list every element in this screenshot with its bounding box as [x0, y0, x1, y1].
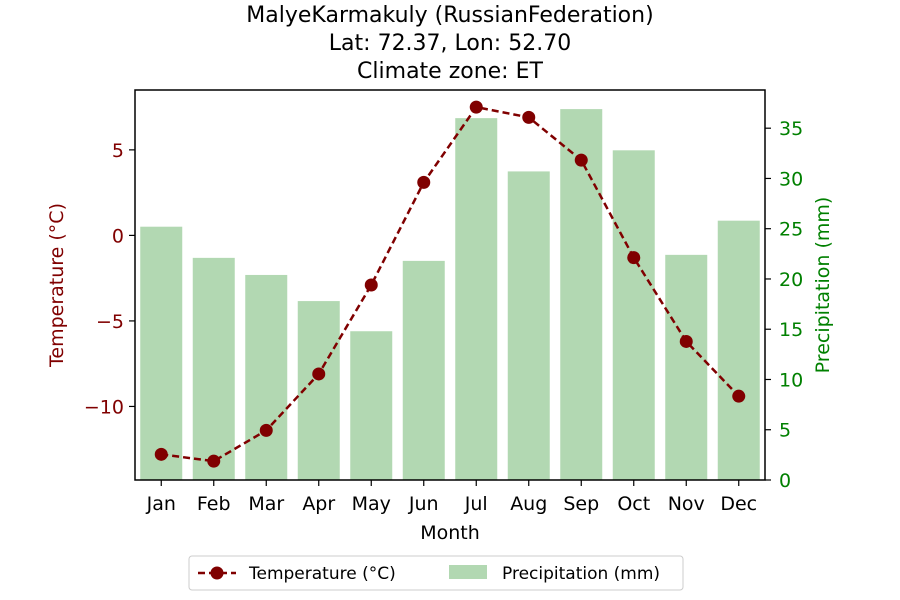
- left-tick-label: −5: [96, 311, 124, 333]
- temperature-point-apr: [312, 367, 326, 381]
- legend-temperature-marker: [210, 566, 224, 580]
- x-tick-label: Jan: [146, 493, 176, 515]
- left-axis-label: Temperature (°C): [46, 203, 68, 368]
- left-tick-label: 5: [112, 140, 124, 162]
- right-tick-label: 0: [779, 470, 791, 492]
- legend: Temperature (°C) Precipitation (mm): [188, 555, 684, 591]
- temperature-point-may: [364, 278, 378, 292]
- right-tick-label: 15: [779, 319, 803, 341]
- x-tick-label: Oct: [617, 493, 650, 515]
- chart-title-line-1: MalyeKarmakuly (RussianFederation): [246, 3, 653, 28]
- legend-box: [188, 555, 684, 591]
- plot-frame: [134, 89, 766, 481]
- left-axis-ticks: −10 −5 0 5: [84, 140, 135, 418]
- precipitation-bar-nov: [665, 254, 708, 480]
- x-tick-label: Jun: [408, 493, 439, 515]
- temperature-point-oct: [627, 251, 641, 265]
- right-axis-label: Precipitation (mm): [812, 197, 834, 374]
- left-tick-label: 0: [112, 225, 124, 247]
- x-tick-label: Jul: [464, 493, 488, 515]
- x-tick-label: Nov: [668, 493, 705, 515]
- x-axis-label: Month: [420, 522, 480, 544]
- right-tick-label: 30: [779, 168, 803, 190]
- left-tick-label: −10: [84, 396, 124, 418]
- legend-precipitation-label: Precipitation (mm): [502, 564, 660, 584]
- right-tick-label: 35: [779, 118, 803, 140]
- precipitation-bar-mar: [245, 274, 288, 480]
- x-axis-ticks: Jan Feb Mar Apr May Jun Jul Aug Sep Oct Nov Dec: [146, 480, 757, 515]
- temperature-point-jul: [469, 100, 483, 114]
- precipitation-bar-jan: [140, 226, 183, 480]
- legend-precipitation-swatch: [449, 565, 487, 579]
- x-tick-label: Feb: [197, 493, 231, 515]
- temperature-point-sep: [574, 153, 588, 167]
- precipitation-bar-sep: [560, 109, 603, 480]
- precipitation-bar-jul: [455, 118, 498, 480]
- temperature-point-jun: [417, 175, 431, 189]
- x-tick-label: Mar: [248, 493, 284, 515]
- precipitation-bar-oct: [612, 150, 655, 480]
- right-tick-label: 20: [779, 269, 803, 291]
- temperature-point-jan: [154, 447, 168, 461]
- x-tick-label: Apr: [302, 493, 335, 515]
- precipitation-bar-jun: [402, 260, 445, 480]
- chart-title: MalyeKarmakuly (RussianFederation) Lat: …: [246, 3, 653, 84]
- temperature-line: [154, 100, 746, 468]
- x-tick-label: Dec: [720, 493, 757, 515]
- precipitation-bar-feb: [192, 257, 235, 480]
- temperature-point-nov: [679, 334, 693, 348]
- precipitation-bar-aug: [507, 171, 550, 481]
- right-tick-label: 5: [779, 420, 791, 442]
- x-tick-label: Sep: [563, 493, 599, 515]
- right-axis-ticks: 0 5 10 15 20 25 30 35: [765, 118, 803, 492]
- chart-title-line-2: Lat: 72.37, Lon: 52.70: [329, 31, 571, 56]
- right-tick-label: 10: [779, 369, 803, 391]
- right-tick-label: 25: [779, 219, 803, 241]
- temperature-point-aug: [522, 110, 536, 124]
- precipitation-bar-dec: [717, 220, 760, 481]
- x-tick-label: May: [352, 493, 391, 515]
- precipitation-bars: [140, 109, 760, 481]
- legend-temperature-label: Temperature (°C): [248, 564, 396, 584]
- temperature-point-mar: [259, 423, 273, 437]
- chart-title-line-3: Climate zone: ET: [357, 59, 543, 84]
- temperature-point-feb: [207, 454, 221, 468]
- temperature-series-line: [161, 105, 740, 463]
- temperature-point-dec: [732, 389, 746, 403]
- x-tick-label: Aug: [510, 493, 547, 515]
- precipitation-bar-may: [350, 331, 393, 480]
